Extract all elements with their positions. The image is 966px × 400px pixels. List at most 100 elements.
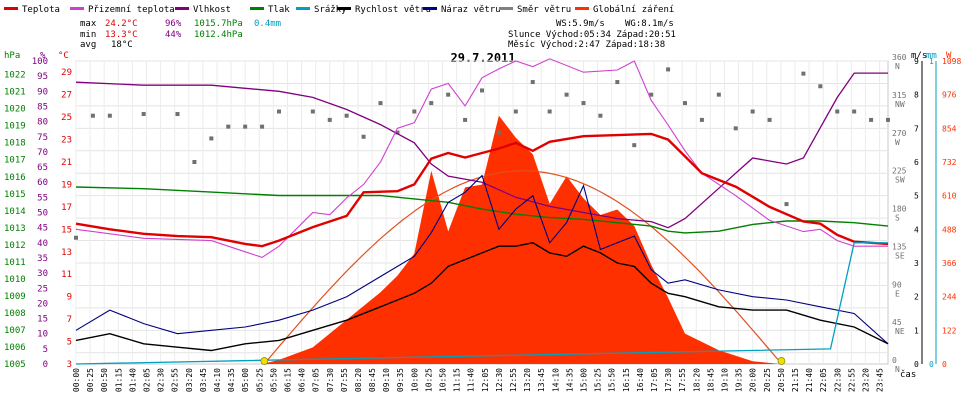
pct-tick-label: 40: [37, 239, 48, 249]
pct-tick-label: 25: [37, 284, 48, 294]
w-axis-title: W: [946, 51, 952, 61]
dir-tick-compass: NE: [895, 327, 905, 336]
stats-min-hum: 44%: [165, 30, 182, 40]
time-tick-label: 07:55: [340, 368, 349, 392]
legend-swatch: [499, 7, 513, 10]
time-tick-label: 21:15: [791, 368, 800, 392]
wind-direction-point: [767, 117, 772, 122]
info-wind-speed: WS:5.9m/s: [556, 19, 605, 29]
wind-direction-point: [750, 109, 755, 114]
degc-tick-label: 19: [61, 180, 72, 190]
stats-max-press: 1015.7hPa: [194, 19, 243, 29]
pct-tick-label: 65: [37, 163, 48, 173]
time-tick-label: 18:20: [692, 368, 701, 392]
stats-min-temp: 13.3°C: [105, 30, 138, 40]
time-tick-label: 22:55: [847, 368, 856, 392]
stats-block: max 24.2°C 96% 1015.7hPa 0.4mm min 13.3°…: [80, 19, 281, 50]
pct-tick-label: 15: [37, 315, 48, 325]
time-tick-label: 22:05: [819, 368, 828, 392]
time-tick-label: 06:15: [283, 368, 292, 392]
time-tick-label: 19:35: [735, 368, 744, 392]
series-srazky: [75, 242, 888, 365]
w-tick-label: 732: [942, 158, 957, 167]
w-tick-label: 610: [942, 192, 957, 201]
time-tick-label: 04:35: [227, 368, 236, 392]
mm-tick-label: 1: [929, 57, 934, 66]
axis-ticks: 1022102110201019101810171016101510141013…: [4, 53, 961, 374]
dir-tick-degree: 0: [892, 356, 897, 365]
series-p-izemn-teplota: [75, 58, 888, 259]
hpa-tick-label: 1018: [4, 139, 26, 149]
wind-direction-point: [90, 113, 95, 118]
dir-tick-degree: 180: [892, 205, 907, 214]
time-tick-label: 10:00: [410, 368, 419, 392]
time-tick-label: 09:35: [396, 368, 405, 392]
degc-tick-label: 23: [61, 136, 72, 146]
left-axes: hPa % °C: [4, 51, 69, 61]
wind-direction-point: [141, 112, 146, 117]
chart-title: 29.7.2011: [450, 51, 515, 65]
legend-swatch: [175, 7, 189, 10]
wind-direction-point: [513, 109, 518, 114]
dir-tick-compass: S: [895, 214, 900, 223]
time-tick-label: 14:35: [565, 368, 574, 392]
ms-tick-label: 7: [914, 124, 919, 133]
legend-label: Globální záření: [593, 5, 674, 15]
time-tick-label: 05:50: [269, 368, 278, 392]
wind-direction-point: [463, 117, 468, 122]
time-tick-label: 06:40: [298, 368, 307, 392]
time-tick-label: 13:45: [537, 368, 546, 392]
w-tick-label: 854: [942, 124, 957, 133]
wind-direction-point: [869, 117, 874, 122]
series-n-raz-v-tru: [75, 174, 889, 345]
mm-tick-label: 0: [929, 360, 934, 369]
degc-tick-label: 3: [67, 360, 72, 370]
hpa-tick-label: 1006: [4, 343, 26, 353]
wind-direction-point: [480, 88, 484, 93]
time-tick-label: 08:20: [354, 368, 363, 392]
wind-direction-point: [564, 92, 569, 97]
legend-swatch: [575, 7, 589, 10]
degc-tick-label: 7: [67, 315, 72, 325]
stats-max-hum: 96%: [165, 19, 182, 29]
dir-tick-compass: N: [895, 62, 900, 71]
ms-tick-label: 8: [914, 91, 919, 100]
wind-direction-point: [277, 109, 281, 114]
time-tick-label: 00:50: [100, 368, 109, 392]
dir-tick-degree: 225: [892, 167, 907, 176]
time-tick-label: 21:40: [805, 368, 814, 392]
ms-tick-label: 3: [914, 259, 919, 268]
w-tick-label: 488: [942, 225, 957, 234]
time-tick-label: 00:25: [86, 368, 95, 392]
time-tick-label: 17:05: [650, 368, 659, 392]
info-wind-gust: WG:8.1m/s: [625, 19, 674, 29]
ms-tick-label: 2: [914, 293, 919, 302]
hpa-tick-label: 1022: [4, 71, 26, 81]
hpa-tick-label: 1016: [4, 173, 26, 183]
pct-tick-label: 50: [37, 209, 48, 219]
pct-tick-label: 100: [32, 57, 48, 67]
dir-tick-compass: N: [895, 365, 900, 374]
time-tick-label: 01:40: [128, 368, 137, 392]
stats-max-rain: 0.4mm: [254, 19, 281, 29]
hpa-tick-label: 1020: [4, 105, 26, 115]
wind-direction-point: [107, 113, 112, 118]
pct-tick-label: 95: [37, 72, 48, 82]
wind-direction-point: [581, 101, 586, 106]
time-tick-label: 09:10: [382, 368, 391, 392]
wind-direction-point: [192, 160, 197, 164]
info-moon-times: Měsíc Východ:2:47 Západ:18:38: [508, 40, 665, 50]
ms-tick-label: 1: [914, 326, 919, 335]
degc-tick-label: 17: [61, 203, 72, 213]
time-tick-label: 13:20: [523, 368, 532, 392]
wind-direction-point: [598, 113, 603, 118]
wind-direction-point: [632, 143, 637, 148]
wind-direction-point: [733, 126, 738, 131]
legend: Teplota Přizemní teplota Vlhkost Tlak Srážky…: [4, 5, 674, 15]
w-tick-label: 122: [942, 326, 957, 335]
pct-tick-label: 35: [37, 254, 48, 264]
pct-tick-label: 60: [37, 178, 48, 188]
wind-direction-point: [683, 101, 687, 106]
time-tick-label: 12:55: [509, 368, 518, 392]
